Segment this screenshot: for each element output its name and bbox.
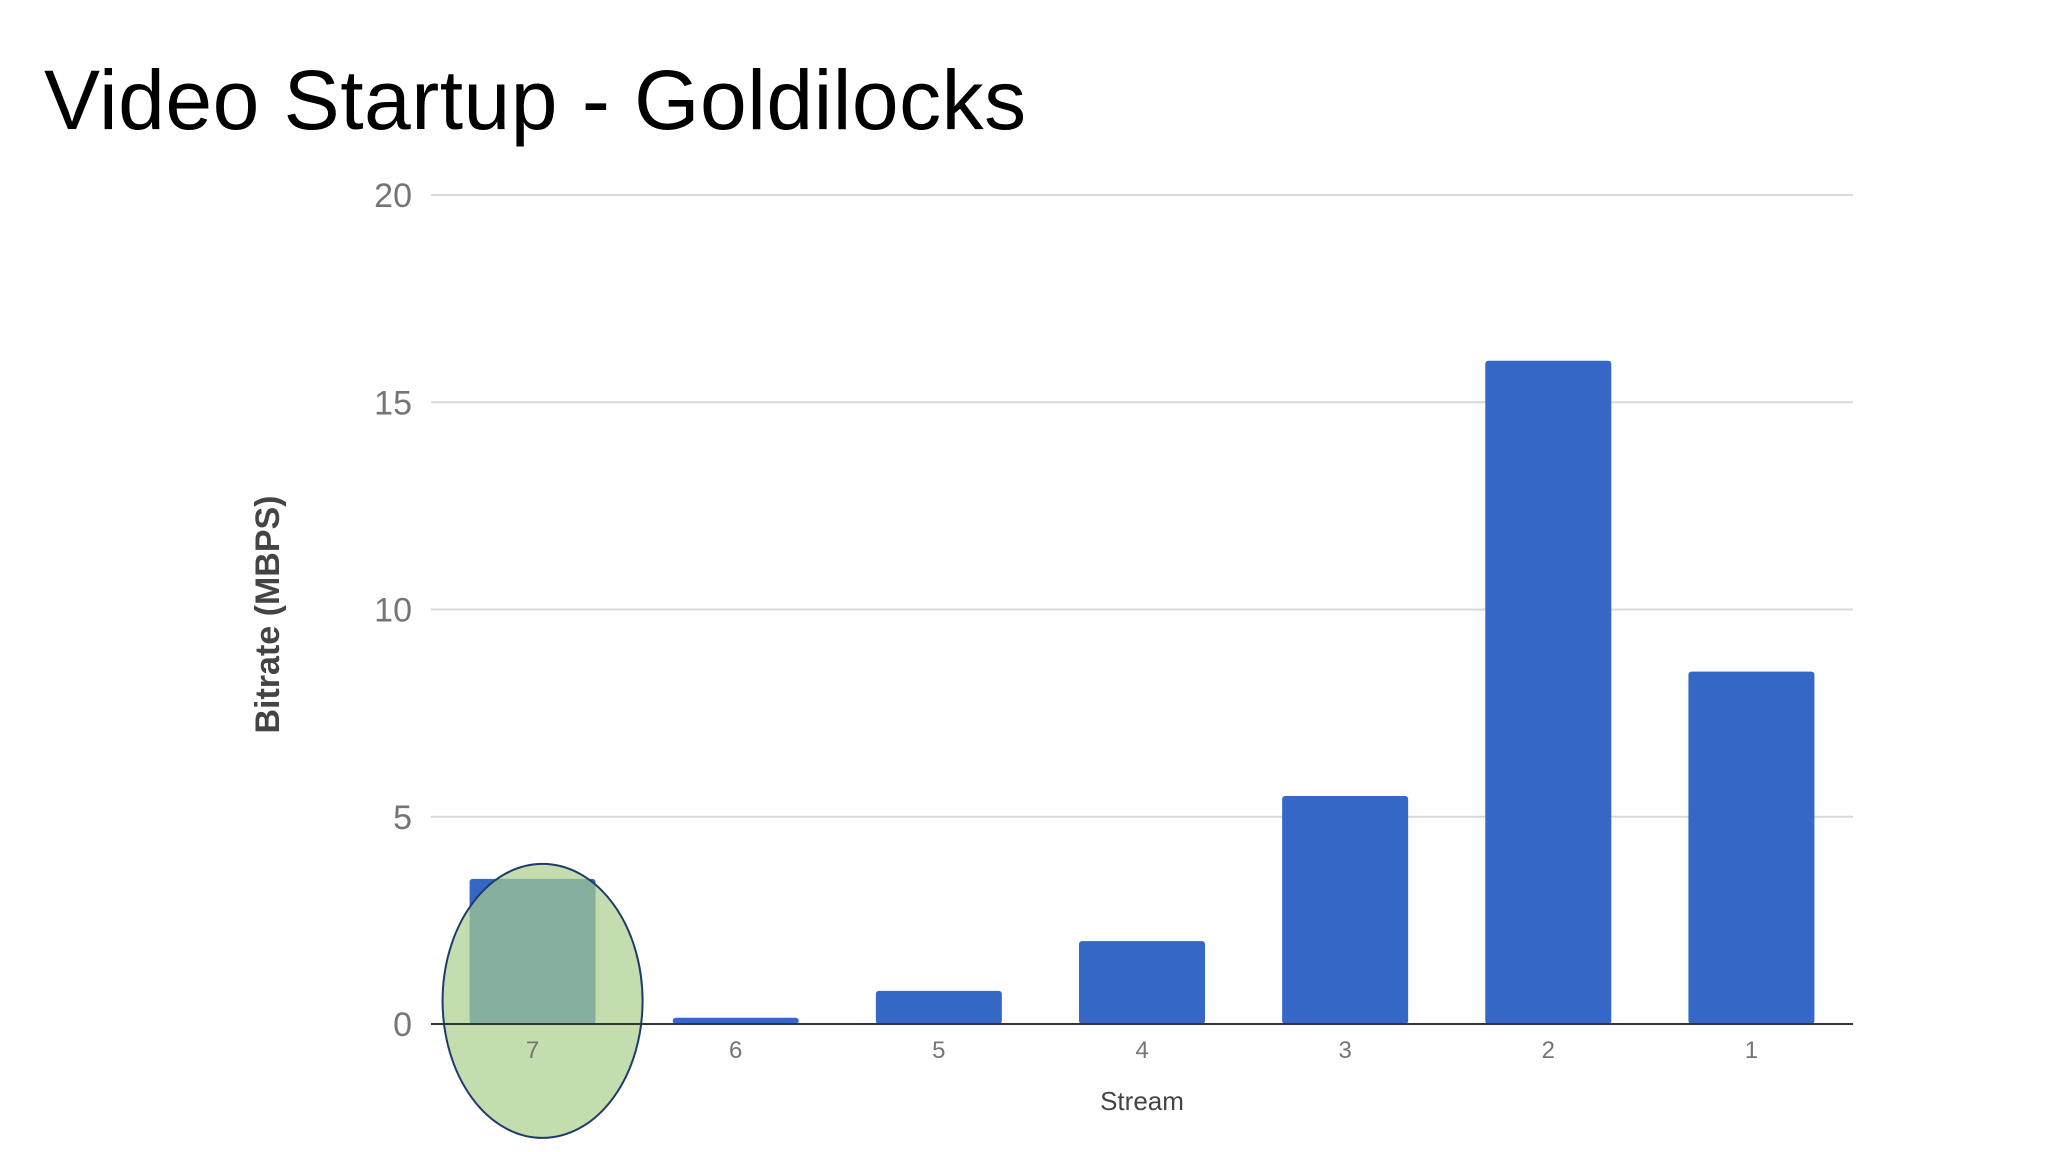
y-tick-label: 5 bbox=[393, 799, 412, 837]
bars bbox=[469, 360, 1815, 1024]
x-axis-ticks: 7 6 5 4 3 2 1 bbox=[526, 1037, 1758, 1064]
slide-title: Video Startup - Goldilocks bbox=[44, 53, 1027, 147]
x-tick-label: 5 bbox=[932, 1037, 945, 1064]
bar-stream-3 bbox=[1282, 796, 1409, 1024]
x-axis-title: Stream bbox=[1100, 1086, 1184, 1116]
x-tick-label: 2 bbox=[1542, 1037, 1555, 1064]
x-tick-label: 7 bbox=[526, 1037, 539, 1064]
y-tick-label: 20 bbox=[374, 177, 412, 215]
y-axis-ticks: 0 5 10 15 20 bbox=[374, 177, 412, 1044]
x-tick-label: 1 bbox=[1745, 1037, 1758, 1064]
y-tick-label: 15 bbox=[374, 384, 412, 422]
bar-stream-5 bbox=[875, 990, 1002, 1024]
gridlines bbox=[431, 194, 1853, 818]
bar-stream-2 bbox=[1485, 360, 1612, 1024]
bar-stream-4 bbox=[1079, 941, 1205, 1024]
y-tick-label: 10 bbox=[374, 592, 412, 630]
bar-stream-6 bbox=[672, 1017, 799, 1024]
highlight-ellipse bbox=[441, 862, 644, 1139]
x-tick-label: 6 bbox=[729, 1037, 742, 1064]
x-tick-label: 3 bbox=[1338, 1037, 1351, 1064]
x-tick-label: 4 bbox=[1135, 1037, 1148, 1064]
bar-stream-1 bbox=[1688, 671, 1815, 1024]
y-axis-title: Bitrate (MBPS) bbox=[249, 495, 287, 733]
y-tick-label: 0 bbox=[393, 1006, 412, 1044]
highlight-overlay bbox=[441, 862, 644, 1139]
